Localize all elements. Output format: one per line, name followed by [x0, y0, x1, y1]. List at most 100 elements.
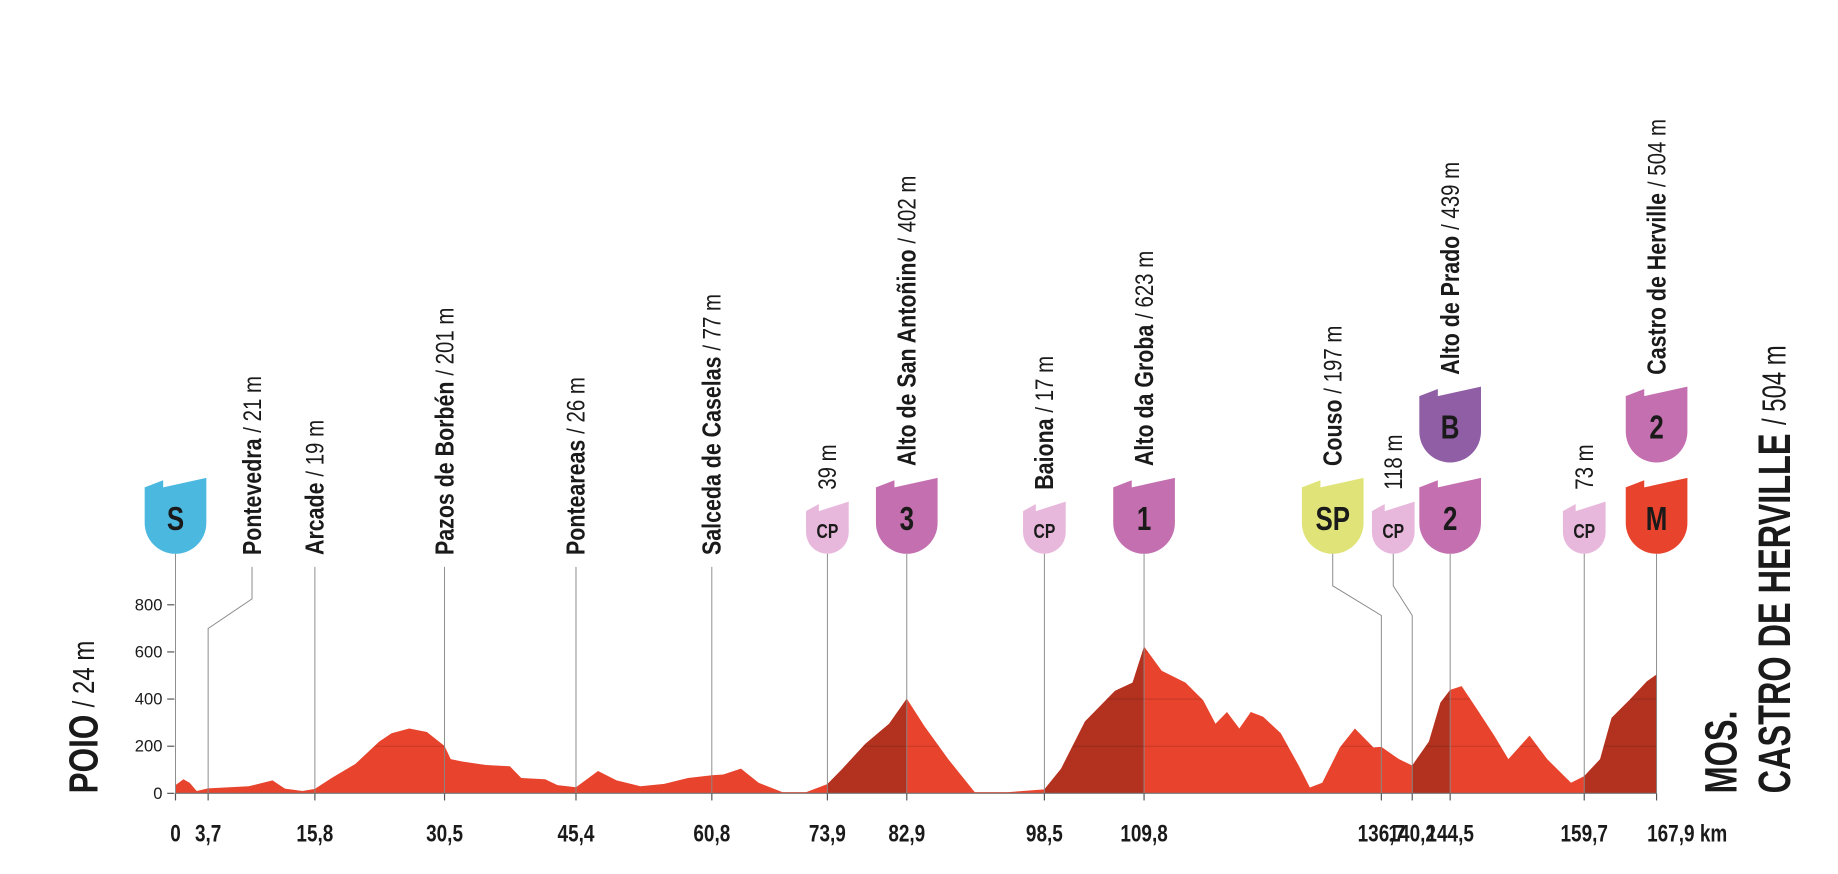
badge-label-group: SP	[1315, 501, 1350, 538]
badge-label-group: B	[1441, 410, 1460, 447]
badge-label: M	[1646, 501, 1668, 538]
badge	[144, 477, 207, 554]
waypoint-name: Castro de Herville	[1642, 193, 1672, 375]
badge-label-group: S	[167, 501, 184, 538]
waypoint-detail: / 21 m	[238, 376, 266, 433]
badge-label-group: 2	[1649, 410, 1663, 447]
badge-label: CP	[816, 520, 838, 542]
x-tick-group: 136,7	[1358, 820, 1405, 847]
x-tick-label: 109,8	[1120, 820, 1168, 847]
x-tick-label: 60,8	[693, 820, 730, 847]
waypoint-label-group: Castro de Herville / 504 m	[1642, 119, 1672, 375]
x-tick-group: 144,5	[1426, 820, 1474, 847]
x-tick-group: 30,5	[426, 820, 463, 847]
x-tick-group: 73,9	[809, 820, 846, 847]
waypoint-label: Pontevedra / 21 m	[237, 376, 267, 555]
waypoint-label: Alto da Groba / 623 m	[1129, 251, 1159, 466]
leader-line	[1392, 553, 1413, 794]
x-tick-label: 159,7	[1561, 820, 1608, 847]
waypoint-label-group: Alto da Groba / 623 m	[1129, 251, 1159, 466]
x-tick-label: 73,9	[809, 820, 846, 847]
waypoint-detail: 39 m	[813, 444, 841, 489]
climb-area	[1584, 674, 1657, 794]
finish-label-group: CASTRO DE HERVILLE / 504 m	[1750, 345, 1800, 793]
waypoint-label-group: Salceda de Caselas / 77 m	[697, 294, 727, 555]
climb-group	[1044, 646, 1145, 794]
y-tick-label: 0	[153, 784, 162, 803]
y-tick-label: 200	[135, 737, 163, 756]
badge-label-group: 1	[1137, 501, 1151, 538]
waypoint-label-group: 73 m	[1570, 444, 1598, 489]
leader-line	[207, 566, 253, 794]
waypoint-name: Pazos de Borbén	[430, 382, 460, 555]
x-tick-label: 98,5	[1026, 820, 1063, 847]
badge	[806, 501, 849, 554]
badge-label: B	[1441, 410, 1460, 447]
waypoint-name: Baiona	[1030, 418, 1060, 490]
waypoint-label: Pazos de Borbén / 201 m	[430, 308, 460, 555]
x-tick-label: 30,5	[426, 820, 463, 847]
waypoint-detail: / 26 m	[562, 377, 590, 434]
x-tick-group: 159,7	[1561, 820, 1608, 847]
finish-label: MOS.	[1697, 710, 1747, 793]
x-tick-group: 98,5	[1026, 820, 1063, 847]
x-tick-label: 15,8	[296, 820, 333, 847]
waypoint-label-group: 118 m	[1379, 435, 1407, 490]
x-tick-group: 140,2	[1388, 820, 1436, 847]
waypoint-label-group: Arcade / 19 m	[300, 420, 330, 555]
y-tick-label: 400	[135, 690, 163, 709]
waypoint-detail: 73 m	[1570, 444, 1598, 489]
x-tick-group: 60,8	[693, 820, 730, 847]
waypoint-detail: / 197 m	[1319, 326, 1347, 394]
badge	[1419, 386, 1481, 463]
badge	[1419, 477, 1481, 554]
badge-label: 2	[1649, 410, 1663, 447]
start-label: POIO / 24 m	[60, 641, 106, 794]
waypoint-name: Arcade	[300, 482, 330, 555]
start-label-group: POIO / 24 m	[60, 641, 106, 794]
leader-line	[1332, 553, 1382, 794]
waypoint-label-group: Alto de Prado / 439 m	[1435, 162, 1465, 375]
waypoint-detail: / 504 m	[1642, 119, 1670, 187]
waypoint-detail: / 19 m	[301, 420, 329, 477]
badge	[1371, 501, 1415, 554]
waypoint-name: Couso	[1318, 400, 1348, 467]
y-tick-label: 800	[135, 595, 163, 614]
badge-label: S	[167, 501, 184, 538]
waypoint-label: Arcade / 19 m	[300, 420, 330, 555]
waypoint-label: 39 m	[813, 444, 841, 489]
badge	[1562, 501, 1606, 554]
x-tick-label: 45,4	[558, 820, 595, 847]
waypoint-label-group: Ponteareas / 26 m	[561, 377, 591, 555]
finish-name: CASTRO DE HERVILLE	[1750, 434, 1800, 794]
badge-label-group: M	[1646, 501, 1668, 538]
x-tick-label: 144,5	[1426, 820, 1474, 847]
badge	[1625, 477, 1688, 554]
climb-area	[1412, 689, 1451, 794]
waypoint-label-group: Alto de San Antoñino / 402 m	[892, 176, 922, 466]
waypoint-label-group: Pontevedra / 21 m	[237, 376, 267, 555]
climb-area	[1044, 646, 1145, 794]
waypoint-label: 73 m	[1570, 444, 1598, 489]
x-tick-label: 3,7	[195, 820, 221, 847]
badge-label: 1	[1137, 501, 1151, 538]
finish-label: CASTRO DE HERVILLE / 504 m	[1750, 345, 1800, 793]
badge-label: 3	[900, 501, 914, 538]
x-tick-label: 140,2	[1388, 820, 1436, 847]
badge-label: CP	[1382, 520, 1404, 542]
y-tick-label: 600	[135, 642, 163, 661]
badge-label-group: CP	[1573, 520, 1595, 542]
badge-label-group: CP	[1033, 520, 1055, 542]
x-tick-label: 167,9 km	[1647, 820, 1727, 847]
waypoint-label: Salceda de Caselas / 77 m	[697, 294, 727, 555]
waypoint-name: Alto da Groba	[1129, 324, 1159, 466]
climb-group	[1412, 689, 1451, 794]
waypoint-label: Castro de Herville / 504 m	[1642, 119, 1672, 375]
climb-group	[827, 698, 907, 794]
finish-label-group: MOS.	[1697, 710, 1747, 793]
waypoint-detail: / 623 m	[1130, 251, 1158, 319]
badge-label-group: 3	[900, 501, 914, 538]
badge	[1301, 477, 1364, 554]
